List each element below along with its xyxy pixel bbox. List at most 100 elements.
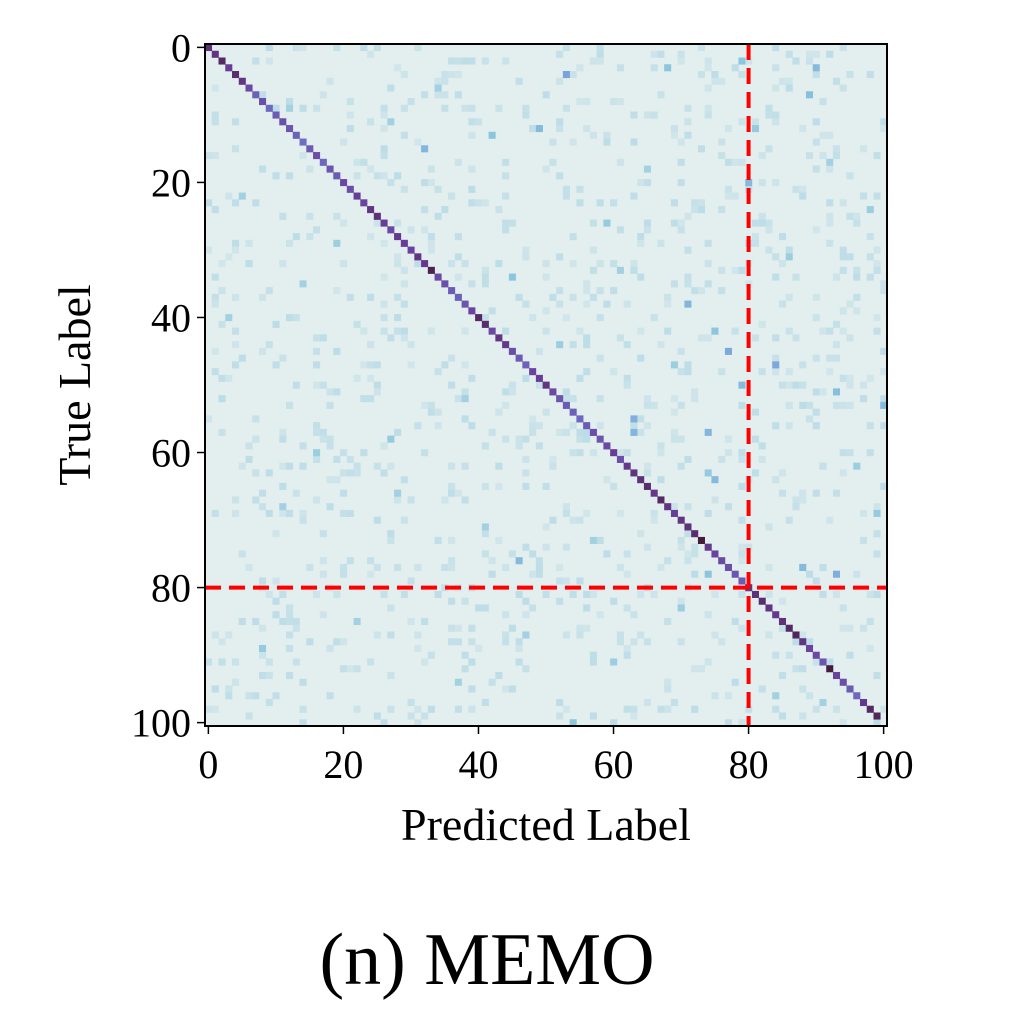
heatmap-noise-cell [259,577,267,585]
heatmap-noise-cell [778,624,787,632]
heatmap-cell [610,658,618,666]
heatmap-noise-cell [637,273,645,281]
heatmap-noise-cell [259,503,267,511]
heatmap-noise-cell [670,219,678,227]
heatmap-noise-cell [805,570,814,578]
heatmap-noise-cell [616,98,624,106]
heatmap-noise-cell [346,665,354,673]
heatmap-noise-cell [738,266,746,274]
heatmap-noise-cell [785,651,793,659]
heatmap-noise-cell [758,455,766,463]
y-tick-label: 20 [151,160,191,205]
heatmap-noise-cell [279,482,287,490]
heatmap-noise-cell [481,604,489,612]
y-tick-label: 80 [151,566,191,611]
heatmap-noise-cell [846,374,854,382]
heatmap-noise-cell [380,239,388,247]
heatmap-noise-cell [880,422,888,430]
heatmap-noise-cell [407,341,415,349]
heatmap-noise-cell [272,104,280,112]
heatmap-noise-cell [286,604,294,612]
heatmap-noise-cell [610,719,618,727]
heatmap-noise-cell [772,705,780,713]
heatmap-noise-cell [718,368,726,376]
heatmap-noise-cell [765,590,773,599]
heatmap-noise-cell [502,685,510,693]
heatmap-noise-cell [414,138,422,146]
heatmap-noise-cell [576,98,584,106]
heatmap-noise-cell [481,550,489,558]
heatmap-noise-cell [259,91,267,99]
heatmap-noise-cell [448,462,456,470]
heatmap-noise-cell [488,428,496,436]
heatmap-noise-cell [292,44,300,52]
heatmap-noise-cell [515,442,523,450]
heatmap-noise-cell [434,77,442,85]
heatmap-noise-cell [265,509,273,517]
heatmap-noise-cell [718,206,726,214]
heatmap-noise-cell [427,246,435,254]
heatmap-noise-cell [812,138,820,146]
heatmap-noise-cell [751,233,760,241]
heatmap-noise-cell [306,638,314,646]
heatmap-noise-cell [691,550,699,558]
diagonal-cell [515,354,523,362]
heatmap-noise-cell [387,179,395,187]
heatmap-noise-cell [556,597,564,605]
heatmap-cell [751,125,760,133]
heatmap-noise-cell [502,388,510,396]
heatmap-cell [745,179,753,187]
heatmap-noise-cell [502,611,510,619]
heatmap-noise-cell [664,300,672,308]
heatmap-noise-cell [414,705,422,713]
heatmap-cell [630,428,638,436]
heatmap-noise-cell [738,719,746,727]
diagonal-cell [718,557,726,565]
y-tick-label: 100 [131,701,191,746]
heatmap-noise-cell [441,104,449,112]
heatmap-noise-cell [832,341,841,349]
heatmap-noise-cell [805,692,814,700]
heatmap-noise-cell [319,557,327,565]
heatmap-noise-cell [232,678,240,686]
heatmap-noise-cell [792,334,800,342]
heatmap-noise-cell [724,158,732,166]
heatmap-noise-cell [596,422,604,430]
diagonal-cell [846,685,854,693]
heatmap-noise-cell [360,361,368,369]
y-tick-label: 40 [151,295,191,340]
heatmap-noise-cell [387,462,395,470]
heatmap-noise-cell [265,469,273,477]
heatmap-noise-cell [481,199,489,207]
heatmap-noise-cell [630,266,638,274]
heatmap-noise-cell [610,287,618,295]
heatmap-noise-cell [819,327,827,335]
heatmap-noise-cell [454,71,462,79]
heatmap-noise-cell [427,239,435,247]
heatmap-noise-cell [859,536,868,544]
heatmap-noise-cell [454,705,462,713]
heatmap-noise-cell [751,435,760,443]
heatmap-noise-cell [326,401,334,409]
heatmap-noise-cell [360,158,368,166]
heatmap-noise-cell [211,368,219,376]
diagonal-cell [778,617,787,626]
heatmap-noise-cell [529,604,537,612]
heatmap-noise-cell [299,719,307,727]
heatmap-noise-cell [691,395,699,403]
heatmap-noise-cell [454,489,462,497]
heatmap-noise-cell [299,104,307,112]
heatmap-noise-cell [225,192,233,200]
heatmap-noise-cell [353,374,361,382]
heatmap-noise-cell [313,334,321,342]
diagonal-cell [603,442,611,450]
heatmap-noise-cell [805,152,814,160]
heatmap-noise-cell [853,570,861,578]
diagonal-cell [664,503,672,511]
heatmap-noise-cell [832,145,841,153]
diagonal-cell [495,334,503,342]
heatmap-cell [826,158,834,166]
heatmap-noise-cell [630,705,638,713]
heatmap-noise-cell [711,77,719,85]
diagonal-cell [380,219,388,227]
